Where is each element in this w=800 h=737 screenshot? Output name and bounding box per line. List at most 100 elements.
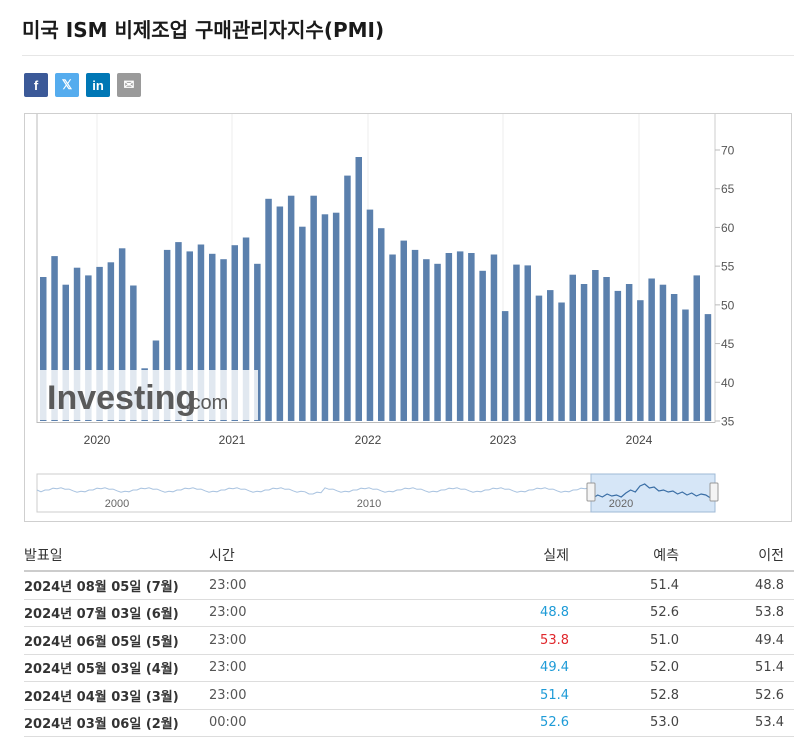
y-tick-label: 35 [721,415,735,429]
header-previous[interactable]: 이전 [679,545,794,565]
twitter-button[interactable]: 𝕏 [55,73,79,97]
chart-bar [479,271,486,421]
row-previous: 48.8 [679,578,794,593]
row-date: 2024년 03월 06일 (2월) [24,713,209,732]
chart-bar [277,207,284,422]
row-time: 00:00 [209,715,509,730]
linkedin-button[interactable]: in [86,73,110,97]
chart-svg: Investing.com 35 40 45 50 55 60 65 70 2020 2021 202… [25,114,792,522]
row-actual: 48.8 [509,605,569,620]
row-time: 23:00 [209,605,509,620]
chart-bar [648,279,655,422]
watermark-logo: Investing [47,379,196,417]
y-tick-label: 50 [721,298,735,312]
y-tick-label: 45 [721,337,735,351]
page-title: 미국 ISM 비제조업 구매관리자지수(PMI) [22,14,384,43]
row-actual: 51.4 [509,688,569,703]
chart-bar [626,284,633,421]
email-button[interactable]: ✉ [117,73,141,97]
x-tick-label: 2020 [84,433,111,447]
chart-bar [513,265,520,421]
row-previous: 52.6 [679,688,794,703]
y-tick-label: 65 [721,182,735,196]
y-tick-label: 60 [721,221,735,235]
chart-bar [434,264,441,421]
chart-bar [547,290,554,421]
watermark-suffix: .com [185,392,228,414]
navigator-left-handle[interactable] [587,483,595,501]
pmi-chart: Investing.com 35 40 45 50 55 60 65 70 2020 2021 202… [24,113,792,522]
x-tick-label: 2023 [490,433,517,447]
title-divider [22,55,794,56]
y-tick-label: 55 [721,260,735,274]
row-date: 2024년 05월 03일 (4월) [24,658,209,677]
chart-bar [333,213,340,421]
header-time[interactable]: 시간 [209,545,509,565]
chart-bar [491,255,498,422]
row-forecast: 51.0 [569,633,679,648]
chart-bar [502,311,509,421]
y-tick-label: 70 [721,144,735,158]
x-tick-label: 2022 [355,433,382,447]
header-actual[interactable]: 실제 [509,545,569,565]
chart-bar [423,259,430,421]
chart-bar [525,265,532,421]
table-header-row: 발표일 시간 실제 예측 이전 [24,540,794,572]
row-date: 2024년 07월 03일 (6월) [24,603,209,622]
chart-bar [615,291,622,421]
row-forecast: 52.0 [569,660,679,675]
row-previous: 49.4 [679,633,794,648]
chart-bar [299,227,306,421]
row-time: 23:00 [209,633,509,648]
row-forecast: 53.0 [569,715,679,730]
y-tick-label: 40 [721,376,735,390]
facebook-button[interactable]: f [24,73,48,97]
chart-bar [356,157,363,421]
header-date[interactable]: 발표일 [24,545,209,565]
chart-bar [558,303,565,422]
chart-bar [446,253,453,421]
chart-bar [581,284,588,421]
row-previous: 53.4 [679,715,794,730]
chart-bar [412,250,419,421]
chart-bar [378,228,385,421]
chart-bar [536,296,543,421]
row-previous: 51.4 [679,660,794,675]
chart-bar [671,294,678,421]
chart-bar [694,275,701,421]
chart-bar [367,210,374,421]
row-date: 2024년 06월 05일 (5월) [24,631,209,650]
chart-bar [592,270,599,421]
row-time: 23:00 [209,688,509,703]
x-tick-label: 2024 [626,433,653,447]
chart-bar [603,277,610,421]
navigator-label: 2000 [105,498,129,510]
navigator-label: 2020 [609,498,633,510]
chart-bar [457,251,464,421]
chart-bar [660,285,667,421]
row-time: 23:00 [209,578,509,593]
header-forecast[interactable]: 예측 [569,545,679,565]
row-forecast: 51.4 [569,578,679,593]
chart-bar [401,241,408,421]
chart-bar [705,314,712,421]
row-time: 23:00 [209,660,509,675]
x-tick-label: 2021 [219,433,246,447]
row-forecast: 52.6 [569,605,679,620]
row-date: 2024년 04월 03일 (3월) [24,686,209,705]
chart-bar [637,300,644,421]
chart-bar [265,199,272,421]
row-date: 2024년 08월 05일 (7월) [24,576,209,595]
navigator-label: 2010 [357,498,381,510]
chart-bar [682,310,689,422]
navigator-right-handle[interactable] [710,483,718,501]
chart-bar [570,275,577,421]
